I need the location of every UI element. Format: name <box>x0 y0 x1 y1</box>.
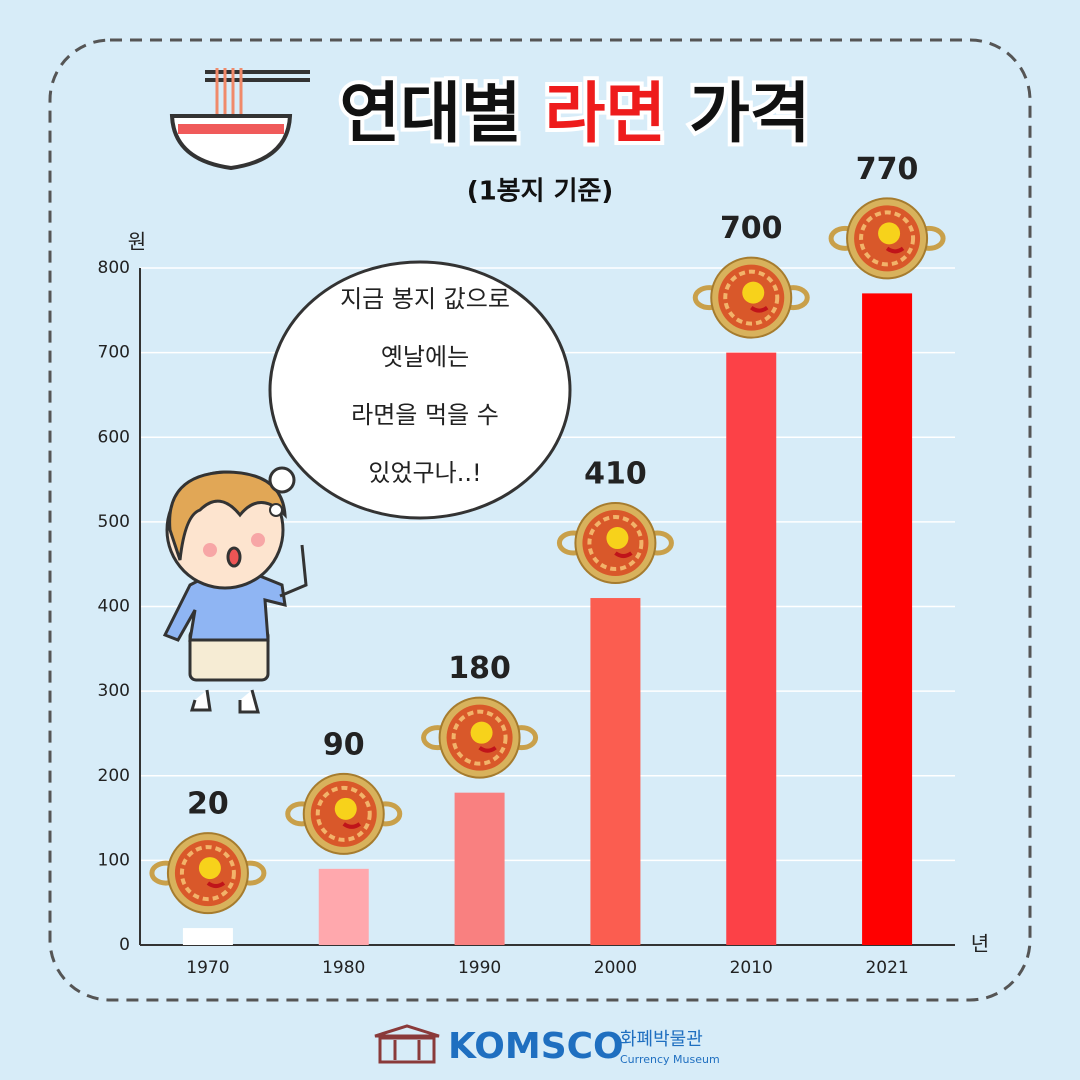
bar <box>454 792 505 945</box>
y-tick-label: 300 <box>98 681 130 701</box>
title-part: 가격 <box>689 75 810 152</box>
bar <box>182 928 233 945</box>
museum-name-en: Currency Museum <box>620 1053 720 1066</box>
y-tick-label: 400 <box>98 597 130 617</box>
x-tick-label: 2021 <box>865 958 908 978</box>
ramen-icon <box>285 772 403 855</box>
bubble-line: 옛날에는 <box>381 343 469 371</box>
y-tick-label: 700 <box>98 343 130 363</box>
speech-bubble <box>268 260 572 520</box>
chili <box>342 822 361 829</box>
x-tick-label: 1980 <box>322 958 365 978</box>
egg <box>334 797 357 820</box>
museum-icon <box>374 1024 440 1064</box>
bubble-line: 지금 봉지 값으로 <box>340 285 510 313</box>
bubble-line: 라면을 먹을 수 <box>351 401 499 429</box>
bar <box>862 293 913 945</box>
chili <box>478 746 497 753</box>
ramen-icon <box>556 502 674 585</box>
x-tick-label: 2010 <box>730 958 773 978</box>
x-tick-label: 1970 <box>186 958 229 978</box>
chart-title: 연대별 라면 가격 <box>339 75 810 152</box>
value-label: 770 <box>856 152 919 187</box>
value-label: 180 <box>448 651 511 686</box>
chili <box>885 246 905 254</box>
bar <box>590 598 641 945</box>
y-tick-label: 200 <box>98 766 130 786</box>
bar <box>726 352 777 945</box>
bubble-line: 있었구나..! <box>368 459 481 487</box>
egg <box>606 527 629 550</box>
y-tick-label: 100 <box>98 850 130 870</box>
noodles <box>179 845 236 902</box>
noodles <box>723 269 780 326</box>
x-axis-label: 년 <box>971 932 989 956</box>
egg <box>742 281 765 304</box>
value-label: 700 <box>720 211 783 246</box>
value-label: 410 <box>584 457 647 492</box>
value-label: 20 <box>187 787 229 822</box>
chili <box>206 881 226 889</box>
egg <box>470 721 493 744</box>
y-tick-label: 800 <box>98 258 130 278</box>
x-tick-label: 1990 <box>458 958 501 978</box>
bar <box>318 868 369 945</box>
egg <box>198 857 221 880</box>
noodles <box>859 210 916 267</box>
y-tick-label: 0 <box>119 935 130 955</box>
noodles <box>587 515 644 572</box>
title-part: 연대별 <box>339 75 521 152</box>
ramen-icon <box>149 832 267 915</box>
egg <box>878 222 901 245</box>
dashed-frame <box>48 38 1032 1002</box>
museum-name: 화폐박물관 <box>620 1029 703 1050</box>
y-axis-label: 원 <box>128 230 146 254</box>
chili <box>750 305 769 313</box>
plot: 0 100 200 300 400 500 600 700 800 1970 20 1980 90 199… <box>98 152 955 978</box>
x-tick-label: 2000 <box>594 958 637 978</box>
logo: KOMSCO <box>448 1026 624 1067</box>
boy-illustration <box>162 470 308 714</box>
ramen-icon <box>421 696 539 779</box>
subtitle: (1봉지 기준) <box>467 177 614 207</box>
title-highlight: 라면 <box>545 75 666 152</box>
value-label: 90 <box>323 727 365 762</box>
ramen-icon <box>692 256 810 339</box>
ramen-icon <box>828 197 946 280</box>
bowl-icon <box>169 68 310 171</box>
y-tick-label: 500 <box>98 512 130 532</box>
noodles <box>315 785 372 842</box>
y-tick-label: 600 <box>98 427 130 447</box>
noodles <box>451 709 508 766</box>
chili <box>614 551 633 559</box>
